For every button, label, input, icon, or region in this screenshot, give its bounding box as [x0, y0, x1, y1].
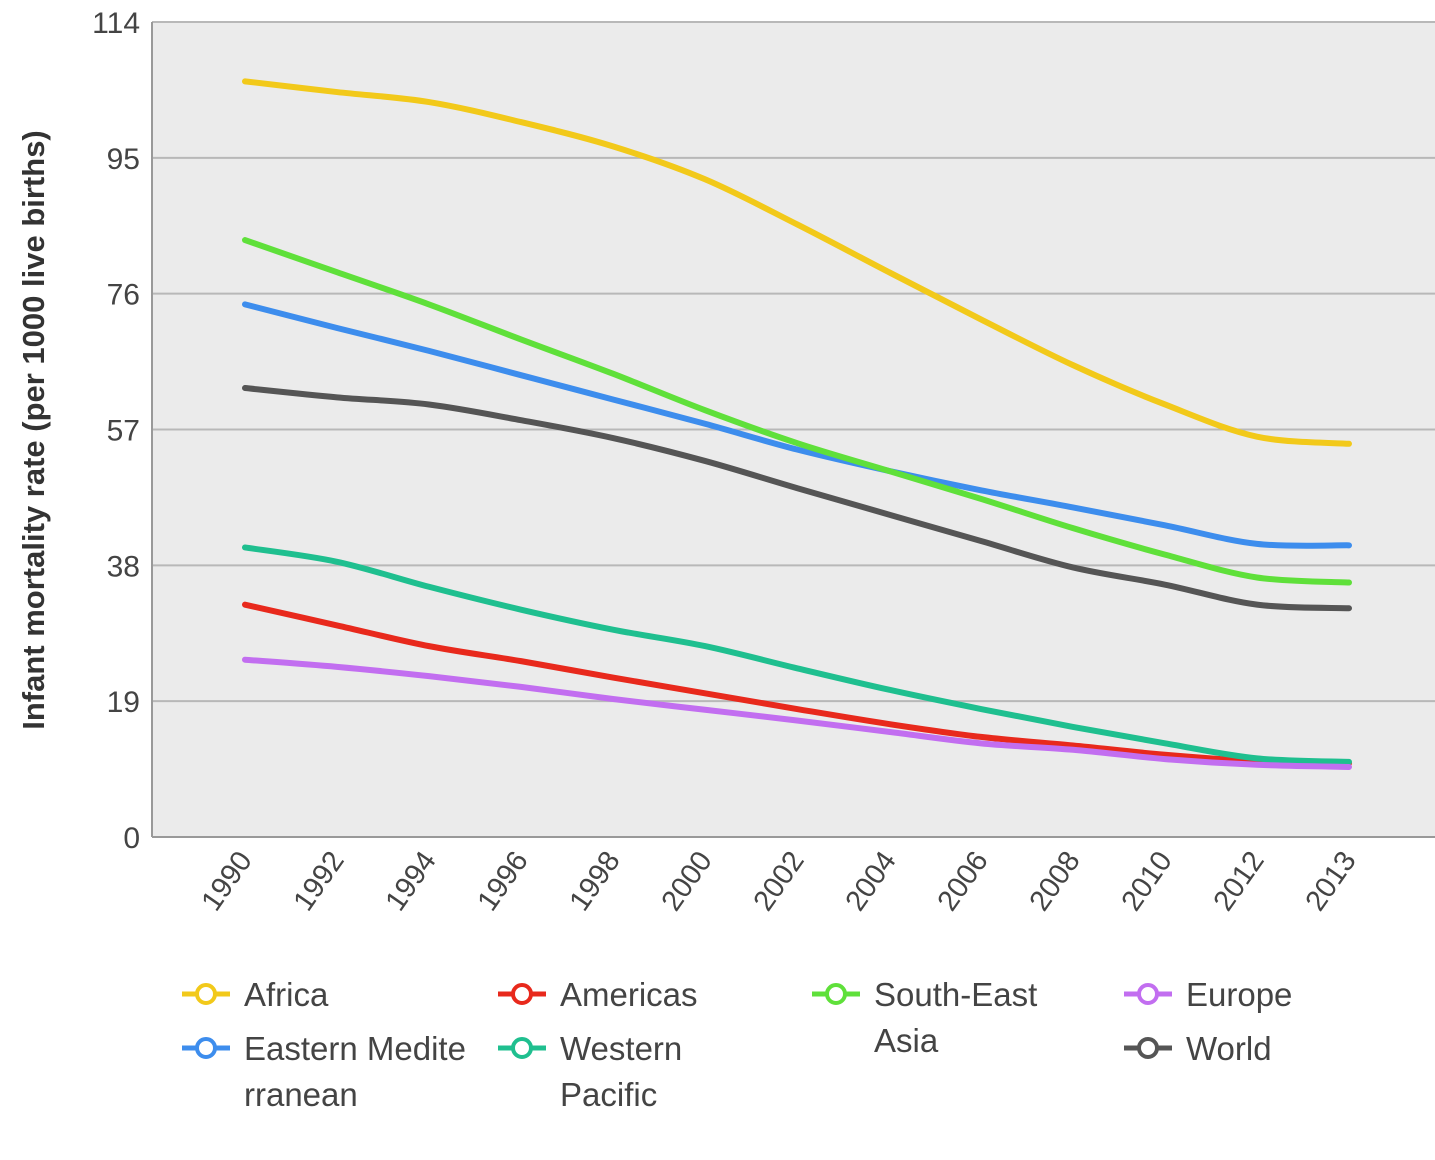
series-lines: [242, 78, 1352, 770]
legend-item-western-pacific[interactable]: Western Pacific: [496, 1026, 796, 1118]
x-tick-label: 1994: [380, 846, 443, 917]
y-tick-label: 19: [107, 686, 140, 719]
y-axis-label: Infant mortality rate (per 1000 live bir…: [16, 130, 51, 730]
legend-item-europe[interactable]: Europe: [1122, 972, 1402, 1018]
x-tick-label: 2008: [1024, 846, 1087, 917]
series-line-western-pacific[interactable]: [242, 544, 1352, 765]
legend-item-americas[interactable]: Americas: [496, 972, 796, 1018]
legend-label: Europe: [1186, 976, 1293, 1013]
x-axis-ticks: 1990 1992 1994 1996 1998 2000 2002 2004 2006 2008…: [196, 846, 1363, 917]
legend-line-marker-icon: [182, 1037, 230, 1059]
series-line-south-east-asia[interactable]: [242, 237, 1352, 586]
y-tick-label: 95: [107, 143, 140, 176]
series-line-americas[interactable]: [242, 601, 1352, 767]
series-line-world[interactable]: [242, 385, 1352, 612]
legend-label: South-East Asia: [874, 976, 1038, 1059]
x-tick-label: 1996: [472, 846, 535, 917]
x-tick-label: 1990: [196, 846, 259, 917]
x-tick-label: 1998: [564, 846, 627, 917]
x-tick-label: 2002: [748, 846, 811, 917]
series-line-eastern-mediterranean[interactable]: [242, 301, 1352, 549]
x-tick-label: 2013: [1300, 846, 1363, 917]
y-tick-label: 114: [92, 7, 140, 40]
x-tick-label: 2010: [1116, 846, 1179, 917]
x-tick-label: 2000: [656, 846, 719, 917]
grid-lines: [152, 21, 1435, 703]
y-tick-label: 38: [107, 550, 140, 583]
x-tick-label: 2012: [1208, 846, 1271, 917]
x-tick-label: 2006: [932, 846, 995, 917]
series-line-europe[interactable]: [242, 656, 1352, 770]
x-tick-label: 2004: [840, 846, 903, 917]
legend-item-eastern-mediterranean[interactable]: Eastern Mediterranean: [180, 1026, 480, 1118]
legend-item-world[interactable]: World: [1122, 1026, 1402, 1072]
legend-line-marker-icon: [498, 1037, 546, 1059]
legend-item-africa[interactable]: Africa: [180, 972, 480, 1018]
y-axis-ticks: 0 19 38 57 76 95 114: [92, 7, 140, 855]
legend-line-marker-icon: [182, 983, 230, 1005]
legend-label: Americas: [560, 976, 698, 1013]
series-line-africa[interactable]: [242, 78, 1352, 447]
legend-label: Africa: [244, 976, 329, 1013]
y-tick-label: 76: [107, 279, 140, 312]
legend-line-marker-icon: [498, 983, 546, 1005]
legend-label: World: [1186, 1030, 1272, 1067]
legend-label: Eastern Mediterranean: [244, 1030, 466, 1113]
y-tick-label: 0: [123, 822, 140, 855]
y-tick-label: 57: [107, 415, 140, 448]
legend-line-marker-icon: [1124, 1037, 1172, 1059]
x-tick-label: 1992: [288, 846, 351, 917]
legend-label: Western Pacific: [560, 1030, 683, 1113]
legend-line-marker-icon: [1124, 983, 1172, 1005]
legend: Africa Americas South-East Asia Europe E…: [180, 972, 1410, 1157]
legend-item-south-east-asia[interactable]: South-East Asia: [810, 972, 1050, 1064]
line-chart: 0 19 38 57 76 95 114 1990 1992 1994 1996 1998 2000 2…: [16, 7, 1435, 917]
legend-line-marker-icon: [812, 983, 860, 1005]
